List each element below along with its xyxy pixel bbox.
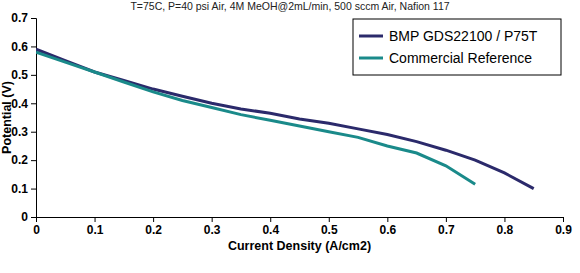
legend: BMP GDS22100 / P75T Commercial Reference <box>353 19 561 75</box>
x-tick-mark <box>95 217 96 222</box>
x-tick: 0.4 <box>262 217 279 237</box>
y-tick-mark <box>31 18 36 19</box>
x-tick-label: 0.9 <box>555 223 572 237</box>
y-tick-mark <box>31 160 36 161</box>
x-tick-label: 0.5 <box>321 223 338 237</box>
y-tick-label: 0.5 <box>11 68 28 82</box>
x-tick-label: 0.4 <box>262 223 279 237</box>
x-tick: 0.6 <box>379 217 396 237</box>
y-tick: 0.3 <box>11 125 36 139</box>
x-tick: 0.3 <box>204 217 221 237</box>
chart: T=75C, P=40 psi Air, 4M MeOH@2mL/min, 50… <box>0 0 580 273</box>
x-tick: 0.2 <box>145 217 162 237</box>
y-axis-line <box>31 19 37 218</box>
x-tick: 0 <box>33 217 40 237</box>
x-tick-label: 0.6 <box>379 223 396 237</box>
y-tick-mark <box>31 189 36 190</box>
y-tick-label: 0.6 <box>11 40 28 54</box>
y-tick-label: 0 <box>21 210 28 224</box>
x-axis: 0 0.1 0.2 0.3 0.4 0.5 0.6 0.7 0.8 0.9 <box>33 217 572 237</box>
y-tick: 0.1 <box>11 182 36 196</box>
x-tick-label: 0 <box>33 223 40 237</box>
x-tick: 0.7 <box>438 217 455 237</box>
x-tick: 0.8 <box>497 217 514 237</box>
x-axis-line <box>37 218 564 223</box>
legend-swatch <box>359 35 383 38</box>
x-tick: 0.9 <box>555 217 572 237</box>
x-tick-label: 0.3 <box>204 223 221 237</box>
y-tick-mark <box>31 46 36 47</box>
y-axis-title: Potential (V) <box>0 81 14 154</box>
x-tick: 0.1 <box>87 217 104 237</box>
y-tick: 0.5 <box>11 68 36 82</box>
legend-box <box>353 19 561 75</box>
y-tick: 0.2 <box>11 153 36 167</box>
x-tick-label: 0.8 <box>497 223 514 237</box>
y-tick-mark <box>31 132 36 133</box>
legend-label: Commercial Reference <box>389 50 532 66</box>
x-tick-mark <box>212 217 213 222</box>
x-tick-mark <box>446 217 447 222</box>
legend-label: BMP GDS22100 / P75T <box>389 28 538 44</box>
x-tick-mark <box>270 217 271 222</box>
y-tick-label: 0.1 <box>11 182 28 196</box>
x-tick-label: 0.2 <box>145 223 162 237</box>
legend-swatch <box>359 57 383 60</box>
title: T=75C, P=40 psi Air, 4M MeOH@2mL/min, 50… <box>130 0 449 12</box>
y-tick-mark <box>31 217 36 218</box>
y-tick-label: 0.2 <box>11 153 28 167</box>
x-axis-title: Current Density (A/cm2) <box>228 239 371 253</box>
x-tick-label: 0.1 <box>87 223 104 237</box>
y-tick: 0.4 <box>11 97 36 111</box>
y-tick: 0.7 <box>11 11 36 25</box>
x-tick-mark <box>153 217 154 222</box>
y-tick: 0.6 <box>11 40 36 54</box>
y-tick-mark <box>31 75 36 76</box>
x-tick-mark <box>563 217 564 222</box>
x-tick-label: 0.7 <box>438 223 455 237</box>
y-tick: 0 <box>21 210 36 224</box>
x-tick-mark <box>387 217 388 222</box>
x-tick-mark <box>329 217 330 222</box>
y-tick-mark <box>31 103 36 104</box>
y-tick-label: 0.7 <box>11 11 28 25</box>
y-axis: 0 0.1 0.2 0.3 0.4 0.5 0.6 0.7 <box>11 11 36 224</box>
x-tick-mark <box>504 217 505 222</box>
x-tick: 0.5 <box>321 217 338 237</box>
